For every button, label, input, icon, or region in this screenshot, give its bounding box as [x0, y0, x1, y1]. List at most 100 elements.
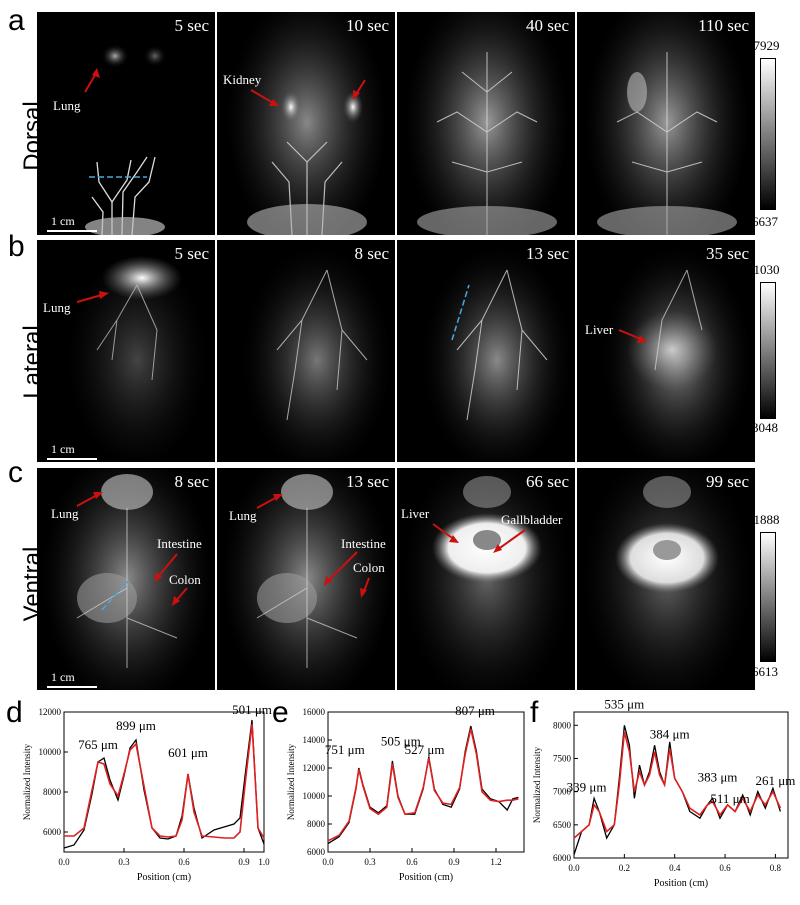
organ-label-kidney: Kidney [223, 72, 262, 87]
organ-label-liver: Liver [585, 322, 614, 337]
fluorescence-image [222, 468, 392, 690]
fluorescence-image [402, 468, 572, 690]
time-label: 99 sec [706, 472, 749, 491]
organ-label-intestine: Intestine [157, 536, 202, 551]
x-tick-label: 0.6 [178, 857, 190, 867]
y-tick-label: 6000 [307, 847, 326, 857]
peak-annotation: 384 μm [650, 727, 690, 742]
time-label: 13 sec [526, 244, 569, 263]
time-label: 40 sec [526, 16, 569, 35]
fluorescence-image [67, 250, 207, 462]
image-frame-lateral-4: 35 sec Liver [577, 240, 755, 462]
chart-svg: 0.0 0.3 0.6 0.9 1.2 6000 8000 10000 12000 14000 16… [286, 703, 525, 883]
colorbar-max: 17929 [747, 38, 780, 53]
y-tick-label: 10000 [303, 791, 326, 801]
peak-annotation: 535 μm [604, 700, 644, 712]
colorbar-ventral [760, 532, 776, 662]
colorbar-min: 6637 [752, 214, 778, 229]
fluorescence-image [602, 245, 752, 462]
peak-annotation: 501 μm [232, 702, 272, 717]
x-tick-label: 0.9 [448, 857, 460, 867]
time-label: 35 sec [706, 244, 749, 263]
panel-letter-d: d [6, 696, 23, 729]
organ-label-colon: Colon [353, 560, 385, 575]
x-tick-label: 0.6 [406, 857, 418, 867]
arrow-icon [256, 494, 370, 598]
x-tick-label: 1.2 [490, 857, 501, 867]
scale-bar [47, 230, 97, 232]
fluorescence-image [585, 12, 749, 235]
organ-label-lung: Lung [53, 98, 81, 113]
x-axis-label: Position (cm) [399, 872, 453, 883]
fitted-profile-line [573, 731, 782, 839]
peak-annotation: 751 μm [325, 742, 365, 757]
chart-svg: 0.0 0.3 0.6 0.9 1.0 6000 8000 10000 12000 Positio… [22, 702, 272, 883]
time-label: 110 sec [698, 16, 749, 35]
fluorescence-image [405, 12, 569, 235]
y-tick-label: 8000 [43, 787, 62, 797]
line-chart-f: 0.0 0.2 0.4 0.6 0.8 6000 6500 7000 7500 8000 Posit… [530, 697, 798, 900]
time-label: 13 sec [346, 472, 389, 491]
scale-bar-label: 1 cm [51, 214, 75, 228]
image-frame-lateral-2: 8 sec [217, 240, 395, 462]
peak-annotation: 807 μm [455, 703, 495, 718]
x-tick-label: 0.3 [364, 857, 376, 867]
y-tick-label: 8000 [307, 819, 326, 829]
chart-svg: 0.0 0.2 0.4 0.6 0.8 6000 6500 7000 7500 8000 Posit… [532, 697, 795, 889]
peak-annotation: 505 μm [381, 734, 421, 749]
x-tick-label: 0.8 [770, 863, 782, 873]
arrow-icon [618, 329, 647, 343]
y-axis-label: Normalized Intensity [286, 743, 296, 820]
scale-bar [47, 686, 97, 688]
image-frame-ventral-3: 66 sec Liver Gallbladder [397, 468, 575, 690]
fitted-profile-line [64, 723, 265, 839]
y-tick-label: 7500 [553, 753, 572, 763]
organ-label-liver: Liver [401, 506, 430, 521]
x-tick-label: 0.4 [669, 863, 681, 873]
y-axis-label: Normalized Intensity [532, 746, 542, 823]
panel-letter-c: c [8, 456, 23, 489]
colorbar-min: 3048 [752, 420, 778, 435]
fluorescence-image [242, 245, 392, 462]
y-tick-label: 6000 [43, 827, 62, 837]
fluorescence-image [42, 468, 212, 690]
x-tick-label: 0.3 [118, 857, 130, 867]
colorbar-min: 6613 [752, 664, 778, 679]
plot-frame [573, 711, 789, 859]
y-tick-label: 6000 [553, 853, 572, 863]
scale-bar-label: 1 cm [51, 442, 75, 456]
x-tick-label: 0.2 [619, 863, 630, 873]
image-frame-dorsal-3: 40 sec [397, 12, 575, 235]
image-frame-dorsal-2: 10 sec Kidney [217, 12, 395, 235]
panel-letter-e: e [272, 696, 289, 729]
peak-annotation: 383 μm [698, 770, 738, 785]
y-tick-label: 10000 [39, 747, 62, 757]
y-tick-label: 12000 [303, 763, 326, 773]
image-frame-lateral-1: 5 sec Lung 1 cm [37, 240, 215, 462]
plot-frame [327, 711, 525, 853]
colorbar-dorsal [760, 58, 776, 210]
y-tick-label: 6500 [553, 820, 572, 830]
x-tick-label: 0.0 [58, 857, 70, 867]
y-tick-label: 8000 [553, 720, 572, 730]
organ-label-lung: Lung [43, 300, 71, 315]
y-tick-label: 12000 [39, 707, 62, 717]
arrow-icon [432, 523, 526, 553]
arrow-icon [76, 291, 109, 303]
arrow-icon [76, 492, 188, 606]
colorbar-max: 31888 [747, 512, 780, 527]
colorbar-lateral [760, 282, 776, 419]
image-frame-ventral-4: 99 sec [577, 468, 755, 690]
peak-annotation: 339 μm [567, 780, 607, 795]
panel-letter-a: a [8, 4, 25, 37]
image-frame-ventral-1: 8 sec Lung Intestine Colon 1 cm [37, 468, 215, 690]
colorbar-max: 21030 [747, 262, 780, 277]
peak-annotation: 765 μm [78, 737, 118, 752]
image-frame-dorsal-4: 110 sec [577, 12, 755, 235]
peak-annotation: 261 μm [755, 773, 795, 788]
x-tick-label: 0.0 [568, 863, 580, 873]
organ-label-intestine: Intestine [341, 536, 386, 551]
y-tick-label: 14000 [303, 735, 326, 745]
fitted-profile-line [327, 728, 519, 842]
y-axis-label: Normalized Intensity [22, 743, 32, 820]
